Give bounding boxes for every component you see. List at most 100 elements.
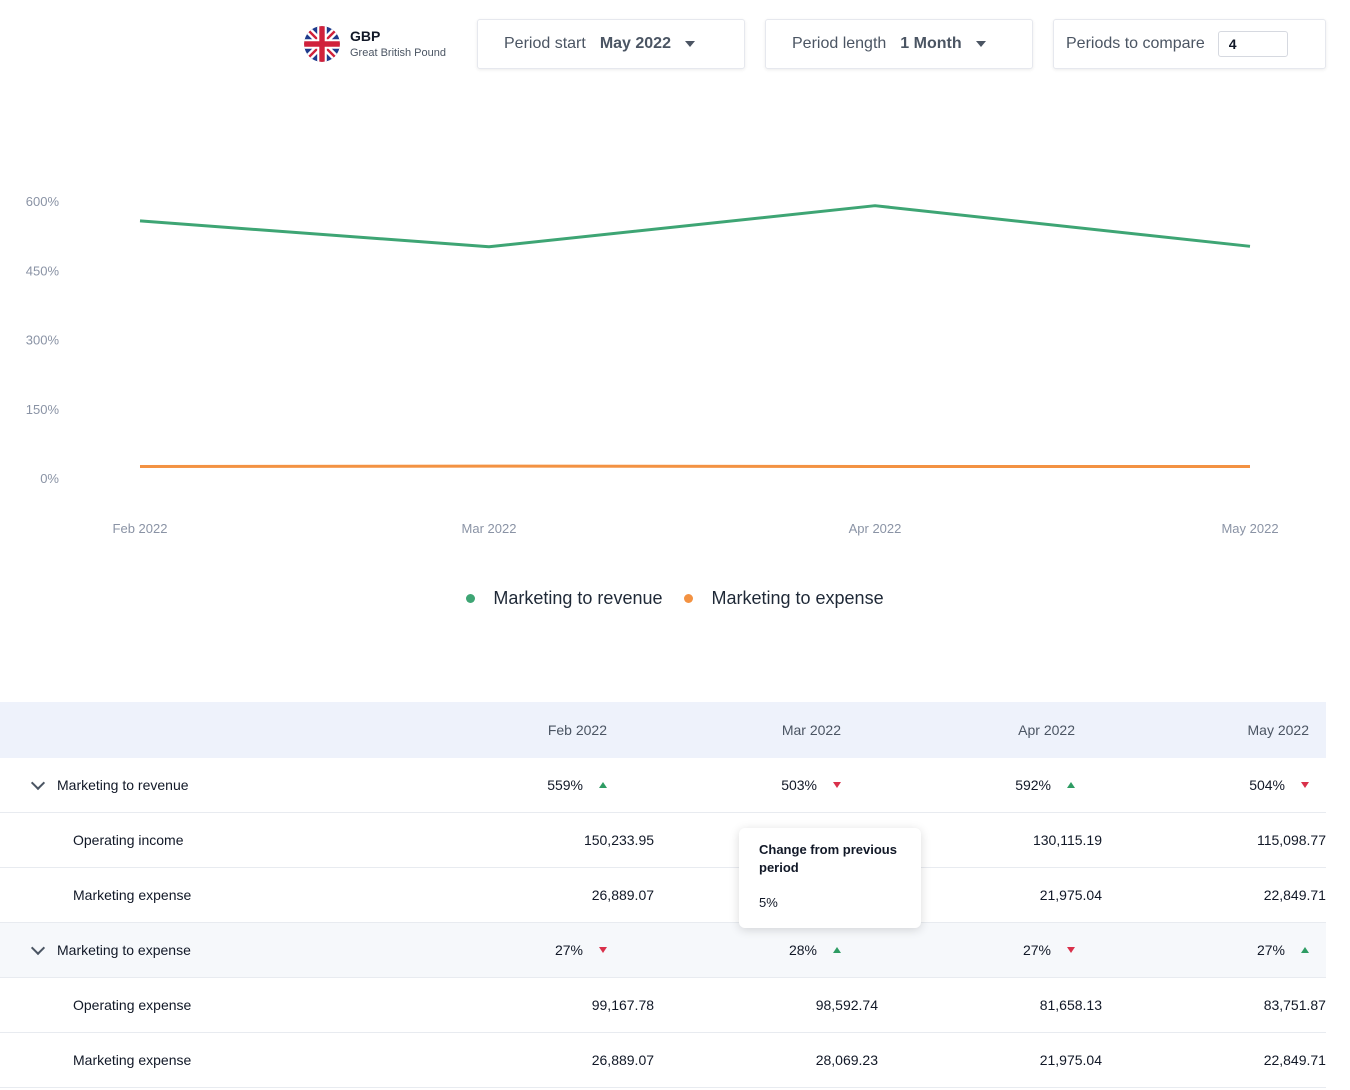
value-cell: 21,975.04 bbox=[1040, 1033, 1102, 1087]
value-cell: 81,658.13 bbox=[1040, 978, 1102, 1032]
cell-value: 27% bbox=[1256, 942, 1285, 958]
value-cell: 26,889.07 bbox=[592, 868, 654, 922]
trend-up-icon[interactable] bbox=[1067, 782, 1075, 788]
value-cell: 22,849.71 bbox=[1264, 1033, 1326, 1087]
cell-value: 28% bbox=[788, 942, 817, 958]
row-name-cell: Marketing expense bbox=[0, 887, 475, 903]
value-cell: 21,975.04 bbox=[1040, 868, 1102, 922]
cell-value: 150,233.95 bbox=[583, 832, 655, 848]
chevron-down-icon bbox=[684, 41, 695, 47]
row-label: Operating income bbox=[73, 832, 184, 848]
trend-down-icon[interactable] bbox=[1067, 947, 1075, 953]
trend-down-icon[interactable] bbox=[599, 947, 607, 953]
chart-legend: Marketing to revenue Marketing to expens… bbox=[0, 588, 1350, 609]
cell-value: 26,889.07 bbox=[591, 887, 655, 903]
tooltip-value: 5% bbox=[759, 895, 778, 910]
y-tick-label: 600% bbox=[26, 194, 60, 209]
cell-value: 592% bbox=[1015, 777, 1051, 793]
value-cell: 26,889.07 bbox=[592, 1033, 654, 1087]
row-name-cell: Marketing to revenue bbox=[0, 775, 420, 793]
cell-value: 22,849.71 bbox=[1263, 887, 1326, 903]
trend-up-icon[interactable] bbox=[599, 782, 607, 788]
chevron-down-icon[interactable] bbox=[30, 775, 46, 790]
value-cell: 83,751.87 bbox=[1264, 978, 1326, 1032]
cell-value: 99,167.78 bbox=[591, 997, 655, 1013]
legend-label: Marketing to revenue bbox=[493, 588, 663, 608]
value-cell: 28,069.23 bbox=[816, 1033, 878, 1087]
period-start-value: May 2022 bbox=[599, 35, 671, 52]
row-label: Marketing expense bbox=[73, 1052, 192, 1068]
value-cell: 130,115.19 bbox=[1033, 813, 1102, 867]
cell-value: 83,751.87 bbox=[1263, 997, 1326, 1013]
currency-code: GBP bbox=[350, 28, 381, 44]
period-start-label: Period start bbox=[504, 35, 586, 52]
x-tick-label: May 2022 bbox=[1221, 521, 1278, 536]
uk-flag-icon bbox=[304, 26, 340, 62]
periods-to-compare-label: Periods to compare bbox=[1066, 35, 1205, 52]
period-length-label: Period length bbox=[792, 35, 887, 52]
legend-item-marketing-to-revenue[interactable]: Marketing to revenue bbox=[466, 588, 662, 609]
row-name-cell: Operating expense bbox=[0, 997, 475, 1013]
cell-value: 130,115.19 bbox=[1032, 832, 1102, 848]
value-cell: 28% bbox=[789, 923, 841, 977]
row-name-cell: Marketing to expense bbox=[0, 940, 420, 958]
column-header: Mar 2022 bbox=[781, 722, 841, 738]
comparison-table: Feb 2022 Mar 2022 Apr 2022 May 2022 Mark… bbox=[0, 702, 1326, 1088]
table-row: Marketing expense 26,889.07 21,975.04 22,84… bbox=[0, 868, 1326, 923]
value-cell: 592% bbox=[1015, 758, 1075, 812]
value-cell: 22,849.71 bbox=[1264, 868, 1326, 922]
legend-label: Marketing to expense bbox=[711, 588, 884, 608]
period-length-value: 1 Month bbox=[900, 35, 962, 52]
value-cell: 27% bbox=[1257, 923, 1309, 977]
row-name-cell: Marketing expense bbox=[0, 1052, 475, 1068]
y-tick-label: 450% bbox=[26, 263, 60, 278]
x-tick-label: Mar 2022 bbox=[462, 521, 517, 536]
value-cell: 559% bbox=[547, 758, 607, 812]
x-tick-label: Feb 2022 bbox=[113, 521, 168, 536]
trend-up-icon[interactable] bbox=[1301, 947, 1309, 953]
table-group-row[interactable]: Marketing to revenue 559% 503% 592% 504% bbox=[0, 758, 1326, 813]
trend-down-icon[interactable] bbox=[833, 782, 841, 788]
cell-value: 115,098.77 bbox=[1256, 832, 1326, 848]
legend-dot-icon bbox=[466, 594, 476, 603]
cell-value: 559% bbox=[547, 777, 583, 793]
cell-value: 26,889.07 bbox=[591, 1052, 655, 1068]
periods-to-compare-input[interactable] bbox=[1217, 31, 1288, 57]
cell-value: 98,592.74 bbox=[815, 997, 879, 1013]
row-label: Marketing to expense bbox=[57, 942, 191, 958]
cell-value: 81,658.13 bbox=[1039, 997, 1102, 1013]
row-label: Marketing to revenue bbox=[57, 777, 189, 793]
trend-down-icon[interactable] bbox=[1301, 782, 1309, 788]
chevron-down-icon[interactable] bbox=[30, 940, 46, 955]
row-label: Operating expense bbox=[73, 997, 192, 1013]
tooltip-title: Change from previous period bbox=[759, 842, 897, 875]
table-row: Marketing expense 26,889.07 28,069.23 21,97… bbox=[0, 1033, 1326, 1088]
legend-dot-icon bbox=[684, 594, 694, 603]
trend-up-icon[interactable] bbox=[833, 947, 841, 953]
row-label: Marketing expense bbox=[73, 887, 192, 903]
legend-item-marketing-to-expense[interactable]: Marketing to expense bbox=[684, 588, 884, 609]
value-cell: 150,233.95 bbox=[584, 813, 654, 867]
cell-value: 27% bbox=[1022, 942, 1051, 958]
value-cell: 27% bbox=[1023, 923, 1075, 977]
y-tick-label: 150% bbox=[26, 402, 60, 417]
column-header: Apr 2022 bbox=[1018, 722, 1075, 738]
period-start-dropdown[interactable]: Period start May 2022 bbox=[477, 19, 745, 69]
table-row: Operating income 150,233.95 130,115.19 115,… bbox=[0, 813, 1326, 868]
value-cell: 98,592.74 bbox=[816, 978, 878, 1032]
value-cell: 503% bbox=[781, 758, 841, 812]
period-length-dropdown[interactable]: Period length 1 Month bbox=[765, 19, 1033, 69]
currency-indicator: GBP Great British Pound bbox=[304, 26, 446, 62]
series-line-marketing-to-revenue[interactable] bbox=[139, 204, 1251, 249]
line-chart: 0% 150% 300% 450% 600% Feb 2022 Mar 2022 Apr 20… bbox=[26, 194, 1279, 536]
value-cell: 504% bbox=[1249, 758, 1309, 812]
cell-value: 503% bbox=[781, 777, 817, 793]
cell-value: 28,069.23 bbox=[815, 1052, 879, 1068]
table-header: Feb 2022 Mar 2022 Apr 2022 May 2022 bbox=[0, 702, 1326, 758]
table-group-row[interactable]: Marketing to expense 27% 28% 27% 27% bbox=[0, 923, 1326, 978]
value-cell: 115,098.77 bbox=[1257, 813, 1326, 867]
row-name-cell: Operating income bbox=[0, 832, 475, 848]
value-cell: 27% bbox=[555, 923, 607, 977]
periods-to-compare-control: Periods to compare bbox=[1053, 19, 1326, 69]
value-cell: 99,167.78 bbox=[592, 978, 654, 1032]
